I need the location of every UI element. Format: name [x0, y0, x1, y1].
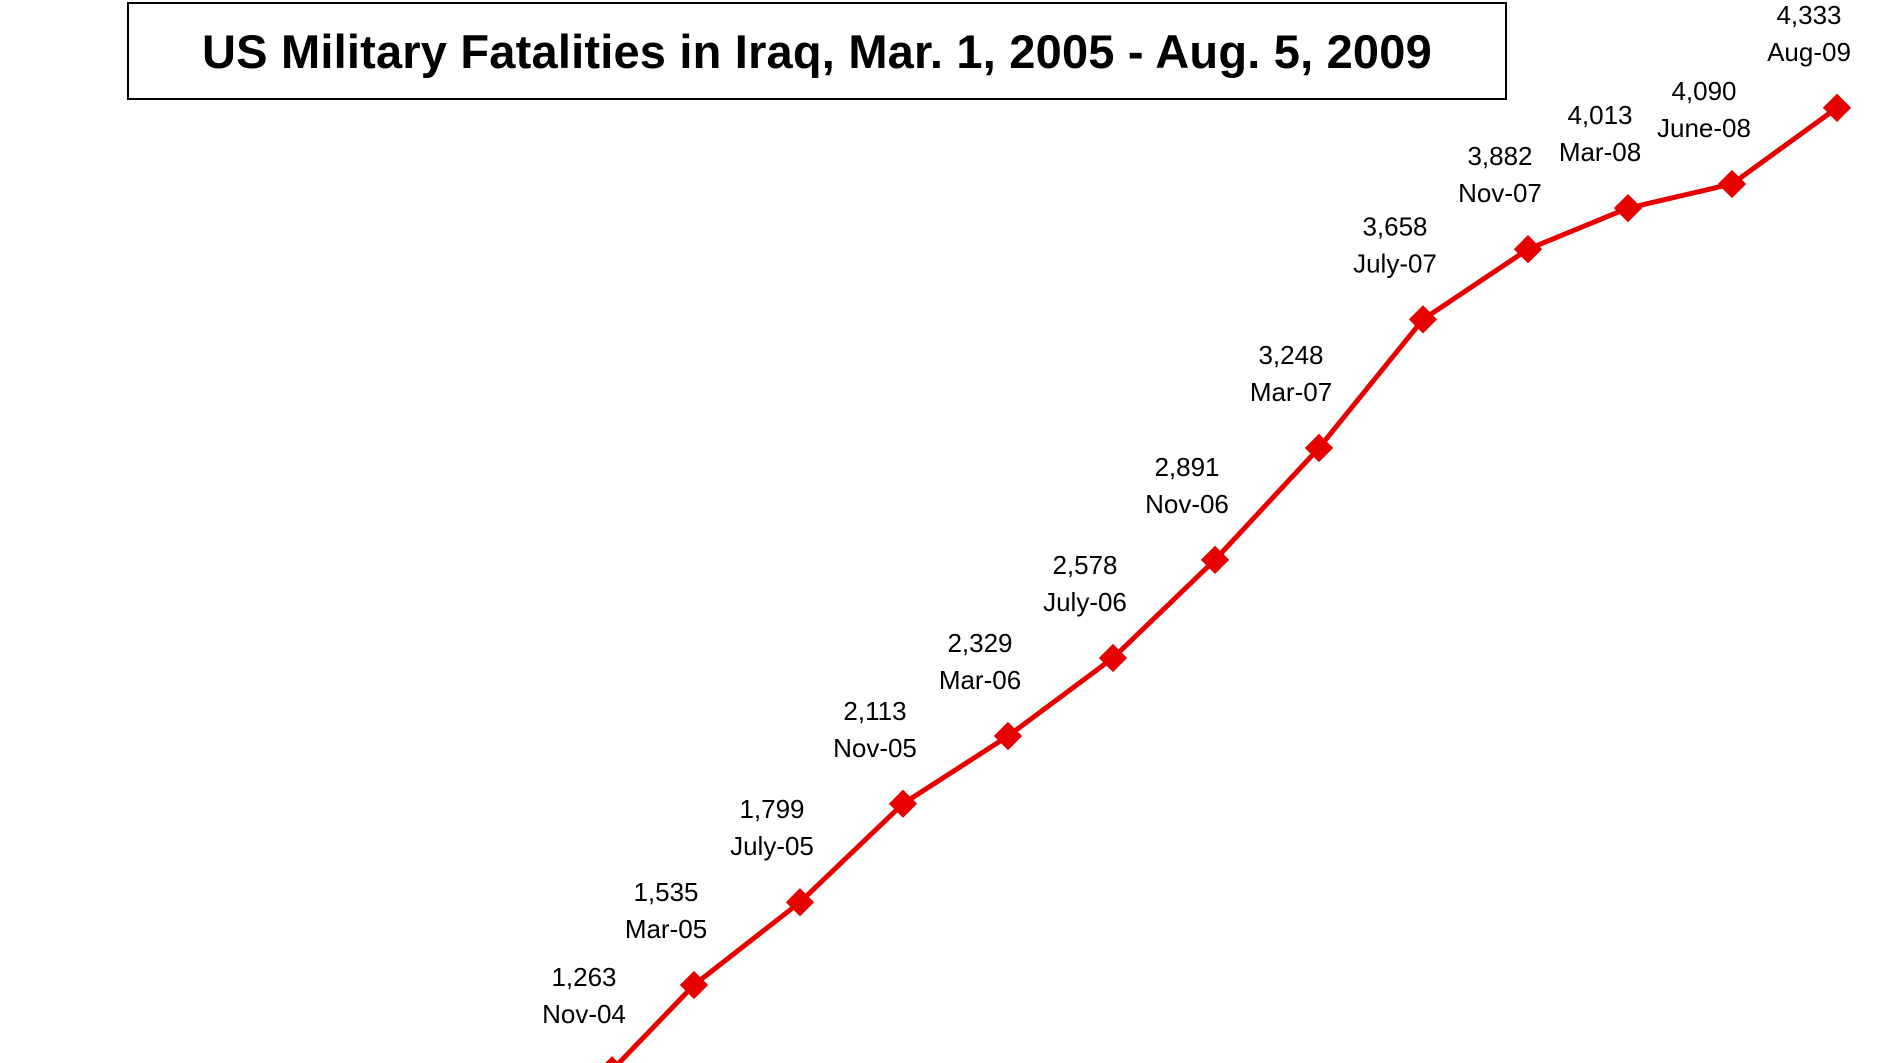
data-label-date: Mar-07: [1250, 377, 1332, 407]
data-label-value: 4,333: [1776, 0, 1841, 30]
data-label-value: 4,013: [1567, 100, 1632, 130]
data-label-date: July-05: [730, 831, 814, 861]
data-label-date: Aug-09: [1767, 37, 1851, 67]
data-label-value: 2,329: [947, 628, 1012, 658]
data-label-date: July-07: [1353, 248, 1437, 278]
data-label-value: 1,799: [739, 794, 804, 824]
data-label-date: Nov-05: [833, 733, 917, 763]
data-label-date: Mar-06: [939, 665, 1021, 695]
data-point-nov-05: [888, 789, 918, 818]
data-label-date: July-06: [1043, 587, 1127, 617]
data-point-mar-06: [993, 721, 1023, 751]
data-point-nov-06: [1200, 545, 1230, 575]
data-point-mar-08: [1613, 193, 1643, 223]
data-label-value: 2,891: [1154, 452, 1219, 482]
data-label-date: Mar-05: [625, 914, 707, 944]
chart-title: US Military Fatalities in Iraq, Mar. 1, …: [202, 24, 1432, 78]
data-point-nov-07: [1513, 235, 1543, 264]
data-label-date: Nov-07: [1458, 178, 1542, 208]
data-point-july-07: [1408, 305, 1438, 334]
data-label-value: 2,113: [843, 696, 906, 726]
data-label-value: 1,535: [633, 877, 698, 907]
data-point-aug-09: [1822, 93, 1852, 122]
data-point-mar-07: [1304, 433, 1334, 463]
data-label-value: 3,658: [1362, 211, 1427, 241]
data-point-july-05: [785, 888, 815, 917]
data-label-value: 3,882: [1467, 141, 1532, 171]
data-label-value: 4,090: [1671, 76, 1736, 106]
data-label-date: Mar-08: [1559, 137, 1641, 167]
chart-title-box: US Military Fatalities in Iraq, Mar. 1, …: [127, 2, 1507, 100]
series-line: [615, 105, 1839, 1063]
data-point-june-08: [1717, 169, 1747, 199]
data-label-date: Nov-04: [542, 999, 626, 1029]
data-point-july-06: [1098, 643, 1128, 673]
data-label-value: 2,578: [1052, 550, 1117, 580]
data-label-date: Nov-06: [1145, 489, 1229, 519]
data-point-mar-05: [679, 970, 709, 1000]
data-label-value: 1,263: [551, 962, 616, 992]
data-label-value: 3,248: [1258, 340, 1323, 370]
data-label-date: June-08: [1657, 113, 1751, 143]
